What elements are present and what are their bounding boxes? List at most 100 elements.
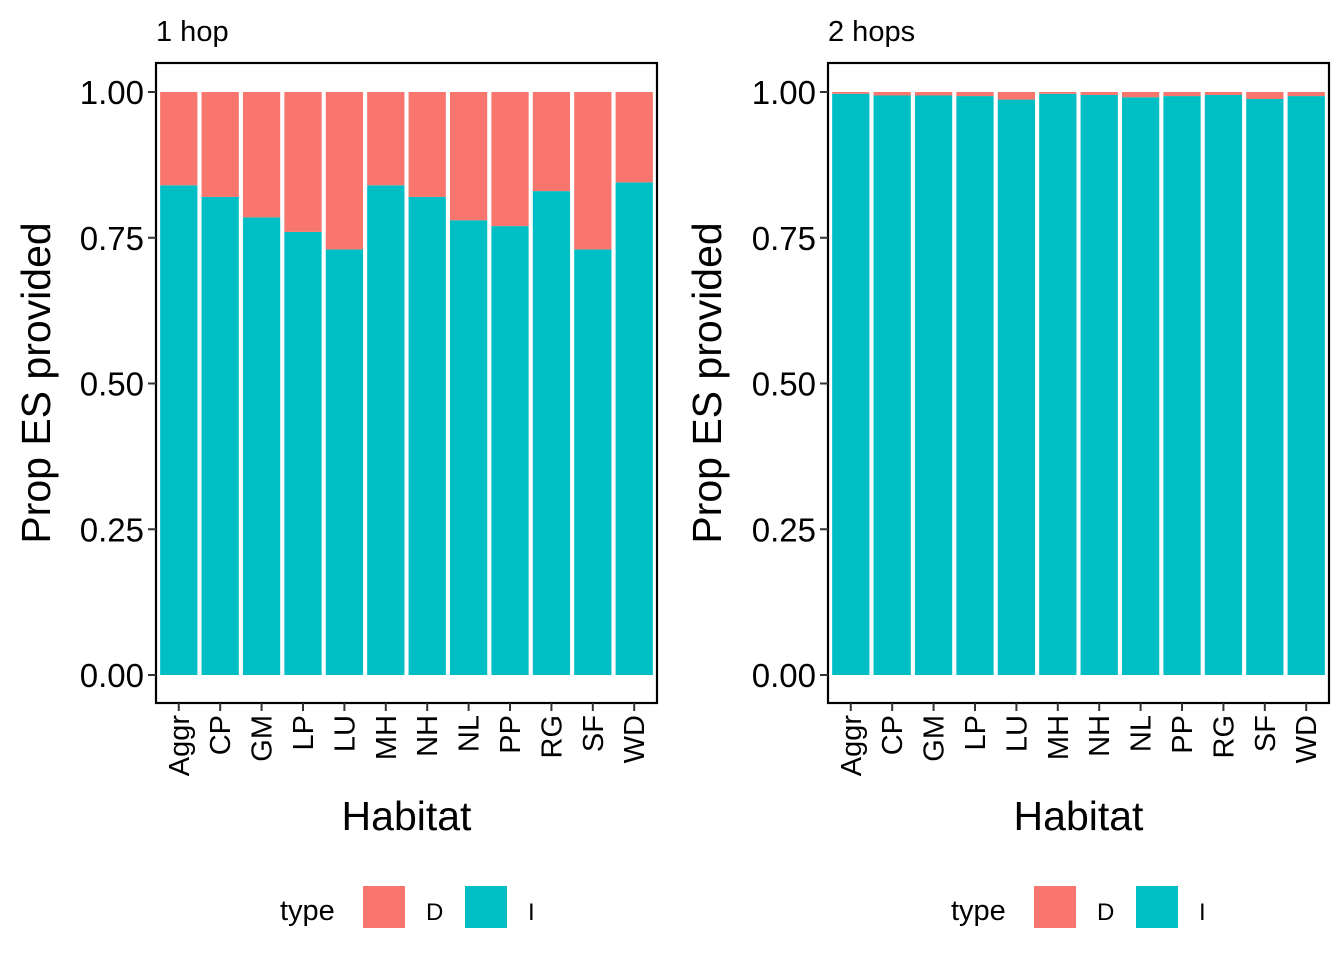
bar-D-MH [367,92,405,186]
bar-D-NH [408,92,446,197]
x-tick-label: GM [919,715,951,762]
x-tick-label: NL [454,715,486,752]
bar-I-NH [408,196,446,675]
x-tick-label: SF [578,715,610,752]
legend-label-I: I [1199,899,1206,926]
x-tick-label: CP [877,715,909,755]
x-tick-label: Aggr [164,715,196,777]
y-tick-label: 0.25 [80,511,144,548]
y-axis-title: Prop ES provided [684,222,730,543]
bar-D-LP [284,92,322,232]
bar-I-LU [997,99,1036,675]
bar-I-NL [1121,97,1160,675]
x-tick-label: LU [329,715,361,752]
bar-D-CP [201,92,239,197]
legend: type D I [280,886,535,928]
chart-panel-2: 2 hops 0.00 0.25 0.50 0.75 1.00 Prop ES provid… [684,16,1331,928]
x-tick-label: MH [371,715,403,760]
chart-title: 1 hop [156,16,229,48]
bar-D-LU [997,92,1036,100]
bar-D-NL [449,92,488,221]
legend: type D I [951,886,1206,928]
x-tick-label: LP [288,715,320,750]
bar-I-LP [956,96,994,675]
bar-I-RG [1204,94,1243,675]
chart-title: 2 hops [828,16,915,48]
x-axis-title: Habitat [342,793,473,839]
x-tick-label: LP [960,715,992,750]
y-axis-title: Prop ES provided [13,222,59,543]
bar-D-NH [1080,92,1118,95]
bar-D-GM [242,92,281,218]
legend-label-I: I [528,899,535,926]
bar-D-WD [615,92,653,183]
bar-I-PP [1163,96,1201,675]
x-tick-label: GM [247,715,279,762]
y-tick-label: 0.75 [80,220,144,257]
x-tick-label: LU [1001,715,1033,752]
bar-I-RG [532,191,571,676]
legend-key-I [465,886,507,928]
x-tick-label: PP [495,715,527,754]
x-tick-label: CP [205,715,237,755]
bar-I-MH [367,185,405,675]
legend-key-I [1136,886,1178,928]
bar-I-SF [1246,99,1284,675]
bar-I-LU [325,249,364,675]
legend-label-D: D [426,899,443,926]
x-tick-label: NL [1126,715,1158,752]
bar-D-SF [574,92,612,250]
x-tick-label: NH [1084,715,1116,757]
legend-key-D [363,886,405,928]
x-tick-label: WD [1291,715,1323,763]
x-tick-label: MH [1043,715,1075,760]
y-tick-label: 1.00 [80,74,144,111]
bar-I-NH [1080,94,1118,675]
bar-I-Aggr [832,93,870,675]
legend-title: type [951,895,1006,927]
y-tick-label: 1.00 [752,74,816,111]
bar-D-PP [491,92,529,227]
bar-I-NL [449,220,488,675]
y-tick-label: 0.75 [752,220,816,257]
x-tick-label: SF [1250,715,1282,752]
y-tick-label: 0.50 [80,366,144,403]
legend-key-D [1034,886,1076,928]
bar-D-RG [532,92,571,192]
x-tick-label: WD [619,715,651,763]
chart-panel-1: 1 hop 0.00 0.25 0.50 0.75 1.00 Prop ES provide… [13,16,659,928]
y-tick-label: 0.25 [752,511,816,548]
bar-I-Aggr [160,185,198,675]
bar-D-LP [956,92,994,97]
bar-D-RG [1204,92,1243,95]
x-axis-title: Habitat [1014,793,1145,839]
bar-I-GM [242,217,281,675]
bar-D-Aggr [160,92,198,186]
bar-D-Aggr [832,92,870,94]
bar-I-LP [284,231,322,676]
legend-title: type [280,895,335,927]
y-tick-label: 0.50 [752,366,816,403]
bar-D-MH [1039,92,1077,94]
y-tick-label: 0.00 [80,657,144,694]
legend-label-D: D [1097,899,1114,926]
bar-I-WD [1287,96,1325,675]
bar-D-LU [325,92,364,250]
bar-D-WD [1287,92,1325,97]
x-tick-label: RG [1208,715,1240,759]
bar-I-SF [574,249,612,675]
bar-D-GM [914,92,953,96]
x-tick-label: PP [1167,715,1199,754]
bar-D-NL [1121,92,1160,98]
x-tick-label: RG [536,715,568,759]
bar-I-GM [914,95,953,675]
bar-D-CP [873,92,911,96]
bar-I-WD [615,182,653,675]
bar-I-CP [873,95,911,675]
bar-I-CP [201,196,239,675]
bar-I-PP [491,226,529,675]
x-tick-label: NH [412,715,444,757]
y-tick-label: 0.00 [752,657,816,694]
